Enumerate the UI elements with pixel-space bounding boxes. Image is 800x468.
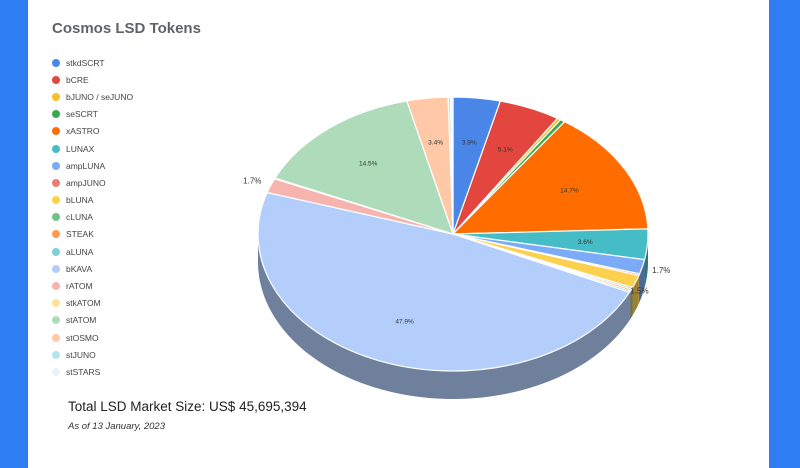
legend-swatch: [52, 161, 60, 170]
legend-label: bJUNO / seJUNO: [66, 91, 134, 102]
legend-swatch: [52, 230, 60, 239]
pie-slice-15: [274, 100, 454, 235]
pie-data-label-15: 14.5%: [359, 160, 378, 167]
legend-swatch: [52, 92, 60, 101]
legend-item-11: aLUNA: [52, 243, 133, 260]
pie-side-12: [258, 234, 630, 399]
legend-label: ampLUNA: [66, 160, 106, 171]
pie-side-9: [631, 287, 633, 318]
legend-swatch: [52, 350, 60, 359]
legend: stkdSCRT bCRE bJUNO / seJUNO seSCRT xASTRO LU…: [52, 54, 133, 381]
pie-side-11: [629, 290, 631, 321]
legend-label: stOSMO: [66, 332, 99, 343]
legend-label: stATOM: [66, 315, 97, 326]
legend-label: STEAK: [66, 229, 94, 240]
legend-label: LUNAX: [66, 143, 95, 154]
legend-item-12: bKAVA: [52, 260, 133, 277]
legend-label: rATOM: [66, 281, 93, 292]
pie-side-10: [630, 289, 632, 319]
legend-label: aLUNA: [66, 246, 94, 257]
pie-slice-12: [257, 191, 631, 372]
legend-label: ampJUNO: [66, 177, 106, 188]
legend-item-18: stSTARS: [52, 363, 133, 380]
legend-label: bKAVA: [66, 263, 93, 274]
legend-item-4: xASTRO: [52, 123, 133, 140]
pie-slice-18: [449, 96, 454, 235]
legend-item-2: bJUNO / seJUNO: [52, 88, 133, 105]
pie-data-label-8: 1.5%: [630, 287, 648, 296]
legend-item-17: stJUNO: [52, 346, 133, 363]
pie-side-7: [638, 273, 640, 304]
legend-item-9: cLUNA: [52, 209, 133, 226]
legend-item-14: stkATOM: [52, 295, 133, 312]
legend-swatch: [52, 196, 60, 205]
legend-label: bLUNA: [66, 195, 94, 206]
legend-swatch: [52, 247, 60, 256]
legend-swatch: [52, 299, 60, 308]
legend-item-3: seSCRT: [52, 106, 133, 123]
pie-data-label-0: 3.9%: [462, 140, 477, 147]
pie-data-label-5: 3.6%: [578, 239, 593, 246]
legend-label: stJUNO: [66, 349, 96, 360]
legend-swatch: [52, 110, 60, 119]
pie-side-6: [639, 259, 645, 302]
legend-swatch: [52, 282, 60, 291]
legend-item-16: stOSMO: [52, 329, 133, 346]
chart-title: Cosmos LSD Tokens: [52, 20, 201, 37]
legend-label: bCRE: [66, 74, 89, 85]
legend-item-6: ampLUNA: [52, 157, 133, 174]
pie-data-label-12: 47.9%: [395, 319, 414, 326]
pie-data-label-1: 5.1%: [498, 146, 513, 153]
pie-data-label-13: 1.7%: [243, 177, 261, 186]
pie-data-label-6: 1.7%: [652, 266, 670, 275]
legend-label: stkATOM: [66, 298, 101, 309]
legend-swatch: [52, 367, 60, 376]
as-of-date: As of 13 January, 2023: [68, 421, 165, 432]
legend-swatch: [52, 127, 60, 136]
legend-swatch: [52, 144, 60, 153]
legend-item-15: stATOM: [52, 312, 133, 329]
legend-swatch: [52, 316, 60, 325]
legend-label: stSTARS: [66, 366, 101, 377]
legend-label: xASTRO: [66, 126, 100, 137]
pie-data-label-16: 3.4%: [428, 140, 443, 147]
pie-slice-4: [451, 120, 649, 235]
legend-label: cLUNA: [66, 212, 93, 223]
legend-swatch: [52, 264, 60, 273]
total-market-size: Total LSD Market Size: US$ 45,695,394: [68, 399, 307, 414]
legend-swatch: [52, 178, 60, 187]
legend-swatch: [52, 75, 60, 84]
legend-swatch: [52, 333, 60, 342]
legend-label: seSCRT: [66, 109, 98, 120]
pie-data-label-4: 14.7%: [560, 187, 579, 194]
legend-item-13: rATOM: [52, 277, 133, 294]
legend-item-7: ampJUNO: [52, 174, 133, 191]
legend-item-5: LUNAX: [52, 140, 133, 157]
legend-label: stkdSCRT: [66, 57, 105, 68]
legend-item-8: bLUNA: [52, 192, 133, 209]
legend-item-10: STEAK: [52, 226, 133, 243]
legend-item-1: bCRE: [52, 71, 133, 88]
legend-swatch: [52, 213, 60, 222]
legend-swatch: [52, 58, 60, 67]
legend-item-0: stkdSCRT: [52, 54, 133, 71]
